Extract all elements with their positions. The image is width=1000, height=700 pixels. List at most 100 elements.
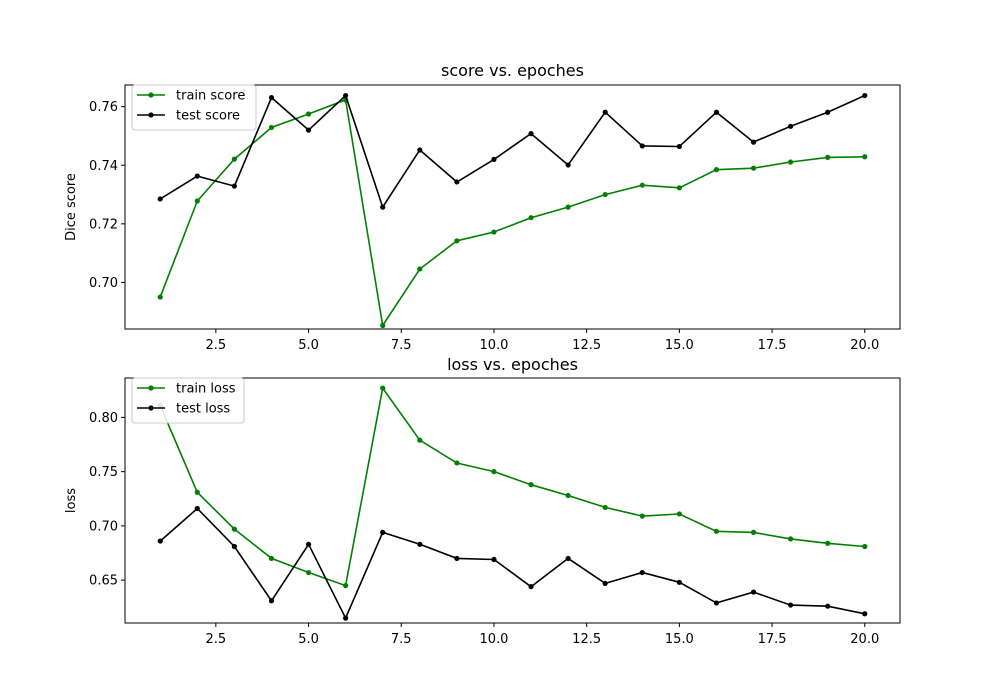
data-point	[194, 489, 200, 495]
data-point	[602, 109, 608, 115]
legend-marker	[148, 92, 154, 98]
data-point	[862, 543, 868, 550]
data-point	[602, 191, 608, 198]
series-line-test-score	[159, 94, 866, 209]
data-point	[231, 156, 237, 162]
data-point	[305, 541, 312, 547]
data-point	[268, 598, 275, 604]
data-point	[639, 569, 645, 576]
data-point	[194, 173, 200, 179]
y-tick-label: 0.70	[89, 276, 118, 291]
x-tick-label: 2.5	[206, 632, 227, 647]
data-point	[750, 165, 757, 171]
legend-label: train loss	[176, 382, 236, 397]
data-point	[268, 124, 275, 131]
x-tick-label: 7.5	[391, 632, 412, 647]
data-point	[788, 602, 794, 608]
x-tick-label: 12.5	[572, 338, 601, 353]
x-tick-label: 10.0	[479, 338, 508, 353]
data-point	[862, 92, 868, 99]
x-tick-label: 5.0	[298, 632, 319, 647]
data-point	[862, 611, 868, 617]
data-point	[380, 322, 386, 329]
data-point	[528, 584, 534, 590]
x-tick-label: 20.0	[850, 632, 879, 647]
y-tick-label: 0.70	[89, 519, 118, 534]
data-point	[268, 94, 275, 101]
data-point	[788, 159, 794, 165]
data-point	[157, 538, 163, 544]
data-point	[639, 143, 645, 149]
x-tick-label: 12.5	[572, 632, 601, 647]
data-point	[676, 579, 682, 585]
legend-box	[131, 377, 245, 424]
plot-frame	[124, 377, 901, 624]
data-point	[713, 600, 720, 606]
data-point	[528, 482, 534, 488]
plot-frame	[124, 84, 901, 330]
data-point	[454, 179, 460, 185]
loss-chart: loss vs. epoches loss 2.5 5.0 7.5 10.0 12.5 15.…	[64, 355, 901, 647]
data-point	[491, 229, 497, 235]
data-point	[380, 529, 386, 535]
legend-marker	[148, 385, 154, 391]
data-point	[305, 111, 312, 117]
data-point	[305, 127, 312, 133]
y-tick-label: 0.75	[89, 465, 118, 480]
y-axis-label: Dice score	[64, 173, 79, 241]
data-point	[491, 469, 497, 475]
x-tick-label: 17.5	[758, 338, 787, 353]
data-point	[305, 569, 312, 576]
data-point	[380, 204, 386, 210]
x-tick-label: 17.5	[758, 632, 787, 647]
legend: train loss test loss	[131, 377, 245, 424]
data-point	[676, 185, 682, 191]
data-point	[825, 109, 831, 115]
data-point	[750, 529, 757, 535]
data-point	[750, 589, 757, 595]
legend-marker	[148, 112, 154, 118]
legend: train score test score	[131, 84, 257, 131]
y-tick-label: 0.65	[89, 574, 118, 589]
data-point	[713, 167, 720, 173]
data-point	[380, 385, 386, 391]
data-point	[231, 543, 237, 550]
legend-label: test score	[176, 109, 240, 124]
data-point	[491, 556, 497, 563]
data-point	[565, 162, 571, 168]
chart-title: loss vs. epoches	[447, 355, 578, 374]
y-axis-label: loss	[64, 488, 79, 513]
data-point	[602, 580, 608, 586]
data-point	[417, 541, 423, 547]
data-point	[194, 198, 200, 204]
data-point	[417, 437, 423, 443]
data-point	[454, 238, 460, 244]
data-point	[565, 555, 571, 562]
data-point	[528, 215, 534, 221]
data-point	[676, 143, 682, 150]
data-point	[157, 196, 163, 202]
data-point	[713, 528, 720, 534]
x-tick-label: 20.0	[850, 338, 879, 353]
y-tick-label: 0.80	[89, 411, 118, 426]
x-tick-label: 15.0	[665, 338, 694, 353]
legend-label: test loss	[176, 402, 230, 417]
data-point	[528, 131, 534, 137]
chart-title: score vs. epoches	[441, 61, 584, 80]
x-tick-label: 15.0	[665, 632, 694, 647]
x-tick-label: 2.5	[206, 338, 227, 353]
series-line-train-loss	[159, 386, 865, 587]
data-point	[417, 266, 423, 272]
data-point	[343, 615, 349, 621]
data-point	[639, 513, 645, 519]
data-point	[825, 540, 831, 546]
y-tick-label: 0.76	[89, 100, 118, 115]
x-tick-label: 5.0	[298, 338, 319, 353]
y-tick-label: 0.74	[89, 159, 118, 174]
legend-box	[131, 84, 257, 131]
data-point	[750, 139, 757, 145]
data-point	[231, 526, 237, 532]
data-point	[454, 460, 460, 466]
data-point	[862, 154, 868, 160]
